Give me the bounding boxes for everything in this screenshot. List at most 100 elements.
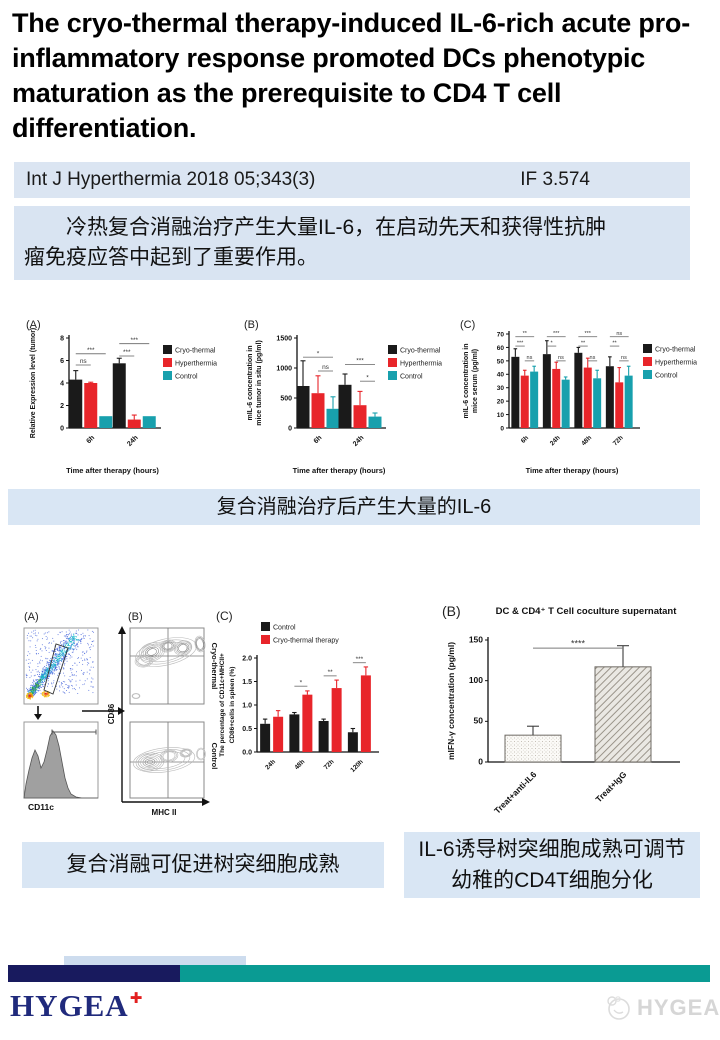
svg-text:0: 0 (500, 425, 504, 432)
svg-text:ns: ns (590, 355, 596, 361)
svg-text:24h: 24h (352, 434, 365, 447)
flow-cytometry-svg: (A) (B) CD11c CD86 MHC II Cryo-thermal C… (23, 611, 219, 817)
svg-text:8: 8 (60, 335, 64, 342)
dc-percentage-spleen-svg: (C) 0.0 0.5 1.0 1.5 2.0 The percentage of CD11… (216, 609, 379, 774)
svg-text:10: 10 (497, 412, 505, 419)
svg-text:(B): (B) (442, 603, 461, 619)
histogram-x-axis-label: CD11c (28, 802, 54, 812)
hygea-watermark: HYGEA (604, 994, 720, 1022)
svg-text:40: 40 (497, 372, 505, 379)
svg-text:6h: 6h (85, 434, 96, 445)
journal-citation: Int J Hyperthermia 2018 05;343(3) (26, 169, 316, 190)
svg-text:2: 2 (60, 403, 64, 410)
svg-text:ns: ns (80, 358, 88, 365)
svg-text:mIL-6 concentration in: mIL-6 concentration in (463, 343, 470, 418)
svg-text:The percentage of CD11c+MHCII+: The percentage of CD11c+MHCII+ (219, 653, 226, 757)
svg-text:1.0: 1.0 (242, 702, 252, 709)
tumor-expression-svg: (A) 0 2 4 6 8 Relative Expression level (tumor… (26, 319, 217, 475)
svg-text:20: 20 (497, 399, 505, 406)
svg-text:*: * (317, 350, 320, 357)
svg-text:Cryo-thermal: Cryo-thermal (400, 348, 441, 355)
svg-text:50: 50 (474, 716, 484, 726)
svg-text:Cryo-thermal therapy: Cryo-thermal therapy (273, 638, 339, 645)
svg-text:ns: ns (621, 355, 627, 361)
svg-text:*: * (366, 374, 369, 381)
svg-text:500: 500 (280, 395, 292, 402)
svg-text:CD86+cells in spleen (%): CD86+cells in spleen (%) (229, 667, 236, 744)
svg-text:6h: 6h (313, 434, 324, 445)
red-cross-icon: ✚ (129, 989, 144, 1007)
svg-text:***: *** (130, 337, 138, 344)
svg-text:24h: 24h (264, 758, 277, 771)
svg-text:***: *** (123, 349, 131, 356)
svg-text:24h: 24h (549, 434, 562, 447)
svg-text:Cryo-thermal: Cryo-thermal (175, 348, 216, 355)
svg-text:0.5: 0.5 (242, 726, 252, 733)
svg-text:0: 0 (478, 756, 483, 766)
svg-text:Control: Control (400, 374, 423, 381)
flow-graphics (23, 626, 210, 806)
svg-text:100: 100 (469, 675, 483, 685)
svg-text:4: 4 (60, 380, 64, 387)
svg-text:**: ** (581, 340, 586, 346)
flow-cytometry-figure: (A) (B) CD11c CD86 MHC II Cryo-thermal C… (14, 604, 236, 832)
svg-text:Time after therapy (hours): Time after therapy (hours) (66, 466, 159, 475)
svg-text:0: 0 (288, 425, 292, 432)
chart-tumor-expression: (A) 0 2 4 6 8 Relative Expression level (tumor… (22, 312, 237, 478)
caption-il6-production: 复合消融治疗后产生大量的IL-6 (8, 489, 700, 525)
svg-text:2.0: 2.0 (242, 655, 252, 662)
hygea-watermark-text: HYGEA (637, 995, 720, 1020)
journal-bar: Int J Hyperthermia 2018 05;343(3) IF 3.5… (14, 162, 690, 198)
summary-box: 冷热复合消融治疗产生大量IL-6，在启动先天和获得性抗肿 瘤免疫应答中起到了重要… (14, 206, 690, 280)
contour-x-axis-label: MHC II (152, 808, 177, 817)
svg-text:*: * (300, 679, 303, 686)
svg-text:Control: Control (175, 374, 198, 381)
svg-text:Hyperthermia: Hyperthermia (175, 361, 217, 368)
svg-text:1500: 1500 (276, 335, 292, 342)
flow-panel-b-label: (B) (128, 611, 143, 623)
svg-text:1000: 1000 (276, 365, 292, 372)
svg-text:Treat+anti-IL6: Treat+anti-IL6 (492, 769, 539, 816)
chart-dc-percentage-spleen: (C) 0.0 0.5 1.0 1.5 2.0 The percentage of CD11… (214, 602, 384, 822)
svg-text:24h: 24h (126, 434, 139, 447)
svg-text:***: *** (553, 331, 560, 337)
svg-text:***: *** (356, 656, 364, 663)
caption-cd4-line-1: IL-6诱导树突细胞成熟可调节 (418, 838, 686, 861)
il6-tumor-in-situ-svg: (B) 0 500 1000 1500 mIL-6 concentration in mic… (244, 319, 442, 475)
svg-text:****: **** (571, 638, 586, 648)
svg-text:120h: 120h (349, 758, 364, 773)
hygea-logo-text: HYGEA (10, 988, 129, 1023)
svg-text:1.5: 1.5 (242, 679, 252, 686)
svg-text:**: ** (328, 669, 334, 676)
svg-text:***: *** (585, 331, 592, 337)
svg-text:72h: 72h (612, 434, 625, 447)
svg-text:30: 30 (497, 385, 505, 392)
contour-top-row-label: Cryo-thermal (210, 643, 219, 690)
svg-text:Time after therapy (hours): Time after therapy (hours) (526, 466, 619, 475)
svg-text:Time after therapy (hours): Time after therapy (hours) (293, 466, 386, 475)
svg-text:mIL-6 concentration in: mIL-6 concentration in (247, 345, 254, 420)
caption-cd4-differentiation: IL-6诱导树突细胞成熟可调节 幼稚的CD4T细胞分化 (404, 832, 700, 898)
svg-text:ns: ns (527, 355, 533, 361)
footer-navy-bar (8, 965, 180, 982)
chart-il6-serum: (C) 0 10 20 30 40 50 60 70 mIL-6 concentration in… (456, 312, 706, 478)
svg-text:mIFN-γ concentration (pg/ml): mIFN-γ concentration (pg/ml) (446, 642, 456, 760)
svg-text:(A): (A) (26, 319, 41, 331)
svg-text:(C): (C) (216, 609, 233, 623)
summary-line-2: 瘤免疫应答中起到了重要作用。 (24, 246, 318, 269)
svg-text:(C): (C) (460, 319, 475, 331)
svg-text:Control: Control (655, 373, 678, 380)
svg-text:0.0: 0.0 (242, 749, 252, 756)
svg-text:**: ** (612, 340, 617, 346)
flow-panel-a-label: (A) (24, 611, 39, 623)
svg-text:48h: 48h (293, 758, 306, 771)
svg-text:ns: ns (616, 331, 622, 337)
contour-bottom-row-label: Control (210, 743, 219, 770)
svg-text:***: *** (356, 358, 364, 365)
chart-il6-tumor-in-situ: (B) 0 500 1000 1500 mIL-6 concentration in mic… (240, 312, 458, 478)
svg-text:0: 0 (60, 425, 64, 432)
svg-text:Treat+IgG: Treat+IgG (593, 769, 628, 804)
svg-text:Hyperthermia: Hyperthermia (400, 361, 442, 368)
impact-factor: IF 3.574 (520, 169, 590, 190)
